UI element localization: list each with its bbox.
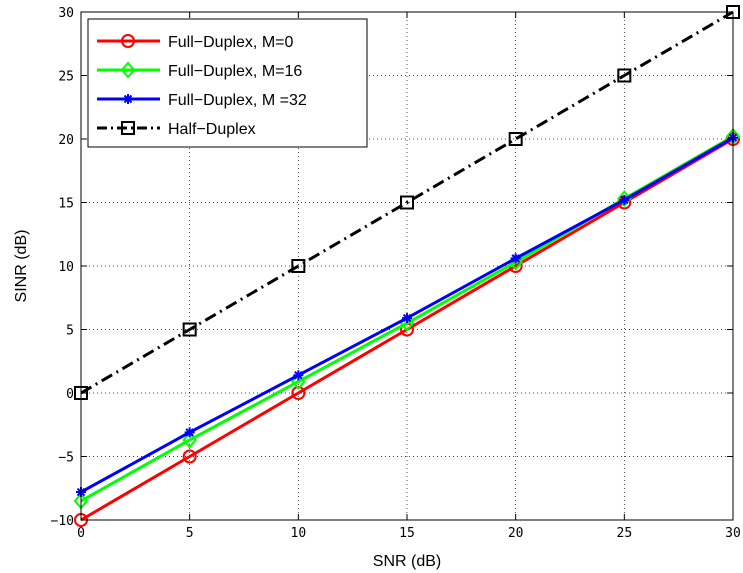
data-point-4 bbox=[508, 132, 523, 146]
data-point-3 bbox=[510, 253, 521, 264]
legend-marker-4 bbox=[121, 121, 135, 135]
legend-entry-1: Full−Duplex, M=0 bbox=[97, 34, 293, 51]
legend-label-1: Full−Duplex, M=0 bbox=[168, 34, 293, 51]
data-point-2 bbox=[182, 431, 197, 449]
data-point-3 bbox=[293, 370, 304, 381]
data-point-3 bbox=[184, 427, 195, 438]
legend-label-2: Full−Duplex, M=16 bbox=[168, 63, 302, 80]
legend-label-3: Full−Duplex, M =32 bbox=[168, 92, 307, 109]
legend-entry-4: Half−Duplex bbox=[97, 121, 256, 138]
legend-entry-2: Full−Duplex, M=16 bbox=[97, 61, 302, 80]
legend: Full−Duplex, M=0 Full−Duplex, M=16 Full−Du… bbox=[87, 18, 368, 148]
data-point-4 bbox=[400, 195, 414, 210]
y-tick-label: 0 bbox=[66, 387, 74, 402]
x-tick-label: 20 bbox=[508, 526, 524, 541]
series-line-4 bbox=[80, 10, 734, 395]
y-tick-label: 10 bbox=[58, 260, 74, 275]
y-tick-label: 20 bbox=[58, 133, 74, 148]
y-tick-label: 30 bbox=[58, 6, 74, 21]
legend-marker-1 bbox=[121, 34, 135, 48]
legend-entry-3: Full−Duplex, M =32 bbox=[97, 92, 307, 109]
legend-entries: Full−Duplex, M=0 Full−Duplex, M=16 Full−Du… bbox=[97, 34, 307, 138]
data-point-1 bbox=[182, 449, 197, 464]
series-layer bbox=[73, 5, 741, 527]
y-tick-label: −5 bbox=[58, 451, 74, 466]
y-tick-label: 25 bbox=[58, 70, 74, 85]
y-axis-title: SINR (dB) bbox=[13, 230, 30, 303]
legend-label-4: Half−Duplex bbox=[168, 121, 256, 138]
x-tick-label: 30 bbox=[725, 526, 741, 541]
data-point-2 bbox=[291, 373, 306, 391]
data-point-3 bbox=[619, 194, 630, 205]
data-point-4 bbox=[617, 68, 632, 83]
x-tick-label: 25 bbox=[617, 526, 633, 541]
x-tick-label: 0 bbox=[77, 526, 85, 541]
y-tick-label: 5 bbox=[66, 324, 74, 339]
x-tick-label: 5 bbox=[186, 526, 194, 541]
data-point-4 bbox=[291, 259, 306, 273]
x-axis-title: SNR (dB) bbox=[373, 553, 441, 570]
legend-marker-3 bbox=[123, 94, 133, 104]
axis-ticks: 0 5 10 15 20 25 30 −10 −5 0 5 10 15 20 25 30 bbox=[51, 6, 741, 541]
x-tick-label: 15 bbox=[399, 526, 415, 541]
data-point-1 bbox=[291, 386, 306, 400]
legend-marker-2 bbox=[120, 61, 136, 79]
y-tick-label: −10 bbox=[51, 514, 74, 529]
data-point-4 bbox=[182, 322, 197, 337]
x-tick-label: 10 bbox=[291, 526, 307, 541]
data-point-3 bbox=[402, 313, 412, 324]
y-tick-label: 15 bbox=[58, 197, 74, 212]
